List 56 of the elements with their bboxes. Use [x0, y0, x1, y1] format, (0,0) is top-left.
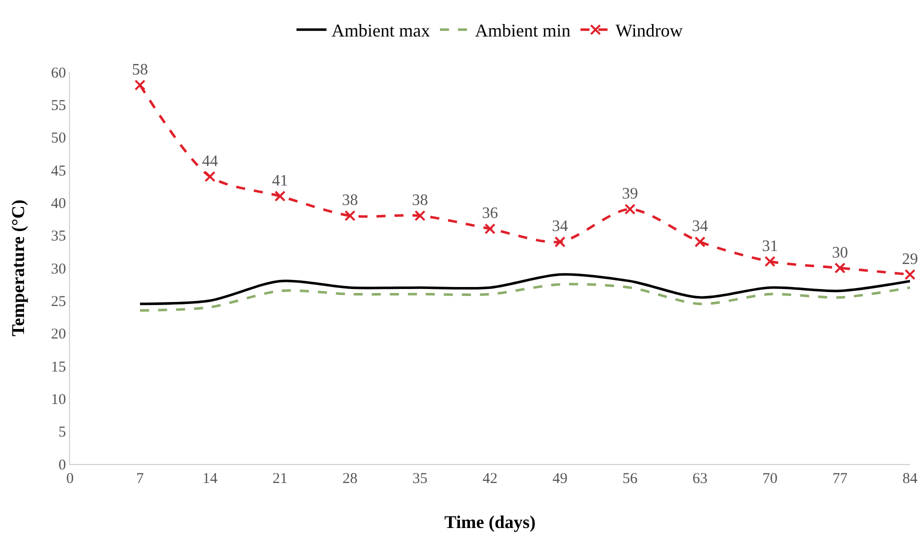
- y-tick-label: 30: [51, 261, 66, 278]
- data-label: 41: [272, 172, 288, 190]
- point: [204, 171, 216, 182]
- data-label: 34: [692, 218, 708, 236]
- x-tick-label: 28: [342, 471, 358, 487]
- data-label: 58: [132, 61, 148, 78]
- data-label: 29: [902, 250, 918, 268]
- line-series: [138, 273, 910, 306]
- point: [554, 236, 566, 248]
- y-tick-label: 20: [51, 326, 66, 343]
- x-tick-label: 84: [902, 471, 918, 487]
- point: [904, 269, 916, 280]
- y-tick-label: 15: [51, 359, 66, 376]
- y-tick-label: 45: [51, 163, 66, 180]
- data-label: 36: [482, 205, 498, 222]
- x-tick-label: 63: [692, 471, 708, 487]
- y-tick-label: 35: [51, 228, 66, 245]
- x-tick-label: 49: [552, 471, 568, 487]
- legend-label: Windrow: [615, 20, 683, 41]
- y-tick-label: 40: [51, 196, 66, 212]
- point: [834, 262, 846, 274]
- point: [624, 204, 636, 215]
- x-tick-label: 77: [832, 471, 848, 487]
- y-tick-label: 10: [51, 392, 66, 408]
- y-tick-label: 5: [58, 424, 66, 441]
- data-label: 38: [342, 192, 358, 210]
- legend-label: Ambient min: [474, 20, 570, 41]
- point: [694, 236, 706, 248]
- data-label: 34: [552, 218, 568, 236]
- x-tick-label: 42: [482, 471, 498, 487]
- data-label: 39: [622, 186, 638, 203]
- y-tick-label: 50: [51, 130, 66, 147]
- y-axis-title: Temperature (°C): [8, 200, 28, 336]
- line-series: [138, 282, 910, 312]
- x-tick-label: 14: [202, 471, 218, 487]
- data-label: 30: [832, 244, 848, 262]
- x-tick-label: 70: [762, 471, 778, 487]
- x-tick-label: 56: [622, 471, 638, 487]
- x-tick-label: 21: [272, 471, 288, 487]
- point: [344, 210, 356, 222]
- y-tick-label: 55: [51, 98, 66, 114]
- point: [484, 223, 496, 234]
- data-label: 31: [762, 238, 778, 255]
- x-axis-title: Time (days): [444, 512, 536, 532]
- x-tick-label: 35: [412, 471, 428, 487]
- y-tick-label: 0: [58, 457, 66, 474]
- point: [414, 210, 426, 222]
- point: [134, 80, 146, 91]
- legend-label: Ambient max: [332, 20, 430, 41]
- y-tick-label: 25: [51, 294, 66, 310]
- point: [764, 256, 776, 267]
- x-tick-label: 7: [136, 471, 144, 487]
- point: [274, 190, 286, 202]
- y-tick-label: 60: [51, 65, 66, 82]
- data-label: 38: [412, 192, 428, 210]
- data-label: 44: [202, 152, 218, 170]
